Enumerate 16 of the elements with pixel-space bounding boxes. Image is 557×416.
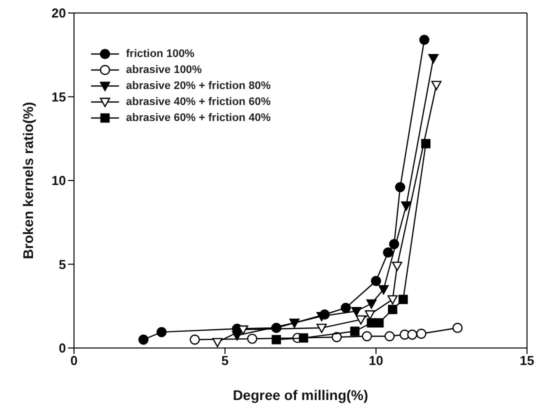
legend-label: friction 100% xyxy=(126,48,194,60)
y-tick-label: 10 xyxy=(52,173,66,188)
legend-label: abrasive 60% + friction 40% xyxy=(126,112,271,124)
y-tick-label: 20 xyxy=(52,6,66,21)
y-tick-label: 0 xyxy=(58,340,66,356)
x-tick-label: 15 xyxy=(520,353,534,368)
x-tick-label: 10 xyxy=(368,353,384,368)
y-tick-label: 15 xyxy=(52,89,66,104)
x-tick-label: 5 xyxy=(221,353,229,368)
legend-label: abrasive 100% xyxy=(126,64,202,76)
legend-label: abrasive 20% + friction 80% xyxy=(126,80,271,92)
y-tick-label: 5 xyxy=(58,256,66,272)
x-tick-label: 0 xyxy=(70,353,78,368)
x-axis-title: Degree of milling(%) xyxy=(232,387,368,403)
y-axis-title: Broken kernels ratio(%) xyxy=(20,102,36,260)
legend-label: abrasive 40% + friction 60% xyxy=(126,96,271,108)
